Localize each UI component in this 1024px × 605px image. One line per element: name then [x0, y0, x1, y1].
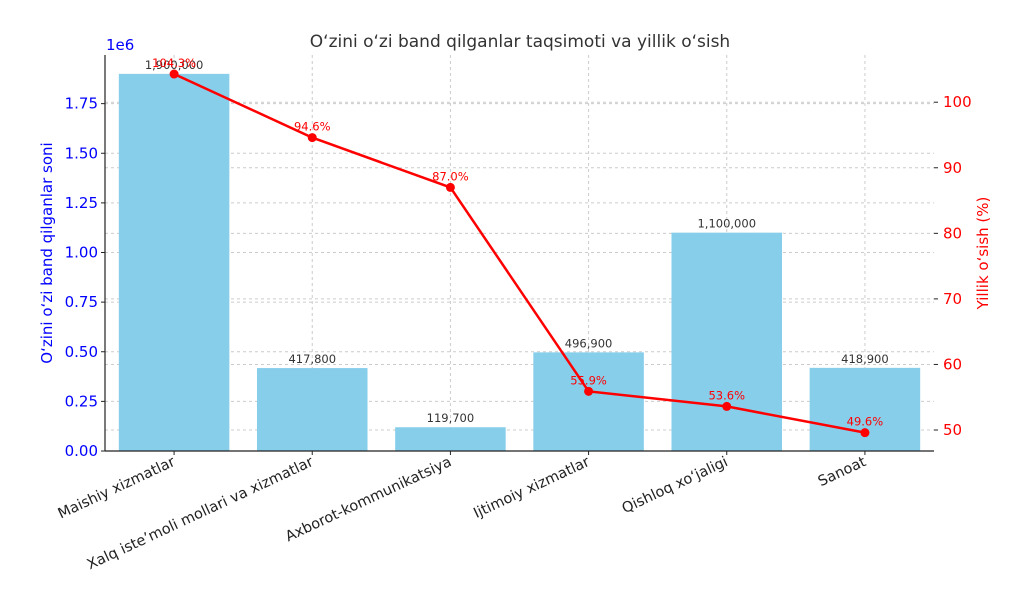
left-tick-label: 0.00	[65, 442, 98, 460]
line-marker	[722, 401, 732, 411]
left-tick-label: 0.75	[65, 293, 98, 311]
bar-value-label: 1,900,000	[145, 58, 204, 72]
growth-line	[173, 72, 866, 434]
bar-value-label: 119,700	[427, 411, 475, 425]
line-marker	[169, 69, 179, 79]
left-axis-offset-text: 1e6	[106, 36, 134, 54]
bar-series	[118, 73, 921, 451]
x-tick-label: Ijtimoiy xizmatlar	[471, 454, 592, 522]
x-tick-label: Maishiy xizmatlar	[56, 454, 178, 522]
bar-value-label: 417,800	[288, 352, 336, 366]
left-tick-label: 0.25	[65, 392, 98, 410]
left-tick-label: 0.50	[65, 343, 98, 361]
left-tick-label: 1.50	[65, 144, 98, 162]
grid-lines	[105, 55, 934, 452]
bar	[256, 368, 368, 451]
bar	[809, 367, 921, 451]
bar-value-label: 418,900	[841, 352, 889, 366]
left-tick-label: 1.25	[65, 194, 98, 212]
right-tick-label: 50	[943, 421, 962, 439]
right-tick-label: 80	[943, 224, 962, 242]
line-marker	[860, 428, 870, 438]
chart-title: O‘zini o‘zi band qilganlar taqsimoti va …	[310, 32, 730, 52]
line-value-label: 49.6%	[847, 415, 884, 429]
x-tick-label: Xalq iste’moli mollari va xizmatlar	[85, 454, 316, 573]
left-y-axis-ticks: 0.00 0.25 0.50 0.75 1.00 1.25 1.50 1.75	[65, 95, 105, 460]
bar-value-label: 496,900	[565, 336, 613, 350]
line-value-label: 87.0%	[432, 169, 469, 183]
line-marker	[584, 386, 594, 396]
line-series	[169, 69, 870, 438]
x-tick-label: Sanoat	[816, 454, 869, 490]
bar-value-labels: 1,900,000 417,800 119,700 496,900 1,100,000 4…	[145, 58, 889, 425]
bar	[118, 73, 230, 451]
line-marker	[445, 182, 455, 192]
line-value-label: 53.6%	[708, 388, 745, 402]
bar	[671, 232, 783, 451]
left-y-axis-label: O‘zini o‘zi band qilganlar soni	[38, 142, 56, 363]
left-tick-label: 1.75	[65, 95, 98, 113]
bar-value-label: 1,100,000	[697, 217, 756, 231]
line-marker	[307, 133, 317, 143]
right-y-axis-label: Yillik o‘sish (%)	[974, 197, 992, 311]
right-tick-label: 60	[943, 355, 962, 373]
bar	[395, 427, 506, 451]
line-value-label: 94.6%	[294, 120, 331, 134]
right-tick-label: 90	[943, 159, 962, 177]
line-value-label: 104.3%	[152, 56, 196, 70]
right-y-axis-ticks: 50 60 70 80 90 100	[934, 93, 972, 439]
line-value-labels: 104.3% 94.6% 87.0% 55.9% 53.6% 49.6%	[152, 56, 883, 429]
left-tick-label: 1.00	[65, 244, 98, 262]
x-tick-label: Qishloq xo‘jaligi	[620, 454, 731, 517]
line-value-label: 55.9%	[570, 373, 607, 387]
right-tick-label: 100	[943, 93, 972, 111]
bar	[533, 352, 644, 451]
right-tick-label: 70	[943, 290, 962, 308]
